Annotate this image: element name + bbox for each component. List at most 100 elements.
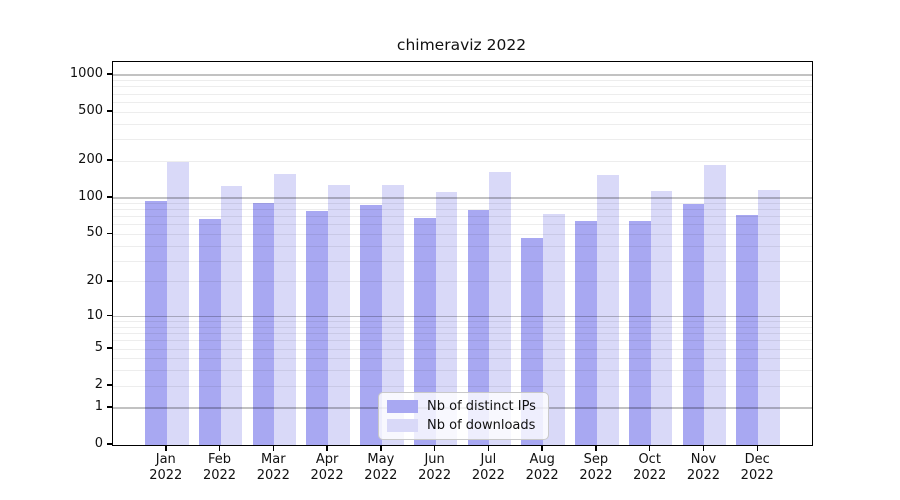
y-tick-mark — [107, 280, 112, 282]
x-tick-mark — [756, 445, 759, 451]
chart-title: chimeraviz 2022 — [396, 36, 527, 54]
x-tick-mark — [380, 445, 382, 451]
bar-distinct-ips-feb — [198, 219, 221, 445]
x-tick-mark — [433, 445, 436, 451]
y-tick-label: 2 — [94, 377, 103, 393]
y-tick-label: 5 — [94, 340, 103, 356]
x-tick-label: Oct 2022 — [633, 452, 667, 483]
plot-area — [112, 61, 813, 446]
x-tick-label: Apr 2022 — [310, 452, 344, 483]
gridline-minor — [113, 101, 812, 103]
gridline-minor — [113, 340, 812, 342]
bar-downloads-feb — [220, 186, 243, 445]
y-tick-label: 500 — [78, 103, 103, 119]
y-tick-label: 1 — [94, 398, 103, 414]
bar-distinct-ips-jul — [467, 209, 490, 445]
x-tick-label: Jan 2022 — [149, 452, 183, 483]
bar-distinct-ips-mar — [252, 202, 275, 445]
x-tick-mark — [165, 445, 167, 451]
y-tick-mark — [107, 196, 112, 198]
gridline-minor — [113, 245, 812, 247]
y-tick-label: 1000 — [69, 66, 103, 82]
x-tick-mark — [648, 445, 651, 451]
legend-label-downloads: Nb of downloads — [427, 418, 536, 433]
y-tick-label: 0 — [94, 436, 103, 451]
bar-downloads-jul — [489, 172, 512, 445]
y-tick-label: 200 — [78, 152, 103, 168]
gridline-minor — [113, 233, 812, 235]
y-tick-label: 10 — [86, 307, 103, 323]
gridline-major — [113, 315, 812, 318]
bar-distinct-ips-jun — [413, 217, 436, 445]
x-tick-mark — [595, 445, 597, 451]
gridline-minor — [113, 326, 812, 328]
bar-downloads-oct — [650, 191, 673, 445]
gridline-minor — [113, 321, 812, 323]
gridline-minor — [113, 202, 812, 204]
gridline-minor — [113, 385, 812, 387]
y-tick-mark — [107, 110, 112, 112]
x-tick-label: Jul 2022 — [471, 452, 505, 483]
legend-swatch-downloads — [387, 419, 418, 432]
bar-distinct-ips-dec — [736, 214, 759, 445]
bar-downloads-sep — [596, 174, 619, 445]
gridline-major — [113, 197, 812, 199]
gridline-minor — [113, 111, 812, 113]
bar-downloads-nov — [704, 165, 727, 445]
x-tick-label: Jun 2022 — [418, 452, 452, 483]
bar-downloads-jun — [435, 192, 458, 445]
gridline-minor — [113, 93, 812, 95]
gridline-minor — [113, 260, 812, 262]
y-tick-mark — [107, 406, 112, 408]
x-tick-label: May 2022 — [364, 452, 398, 483]
gridline-minor — [113, 123, 812, 125]
x-tick-label: Feb 2022 — [202, 452, 237, 483]
legend-row-downloads: Nb of downloads — [387, 418, 548, 433]
x-tick-label: Mar 2022 — [256, 452, 290, 483]
gridline-minor — [113, 80, 812, 82]
y-tick-mark — [107, 314, 112, 317]
x-tick-mark — [487, 445, 490, 451]
y-tick-label: 50 — [86, 225, 103, 241]
x-tick-label: Dec 2022 — [740, 452, 774, 483]
gridline-minor — [113, 358, 812, 360]
bar-distinct-ips-may — [360, 204, 382, 445]
bar-downloads-aug — [543, 213, 565, 445]
y-tick-label: 20 — [86, 272, 103, 288]
bar-distinct-ips-sep — [575, 220, 597, 445]
gridline-minor — [113, 333, 812, 335]
x-tick-mark — [702, 445, 705, 451]
x-tick-mark — [541, 445, 543, 451]
y-tick-mark — [107, 73, 112, 75]
legend: Nb of distinct IPs Nb of downloads — [378, 392, 549, 440]
gridline-minor — [113, 224, 812, 226]
bar-distinct-ips-jan — [144, 200, 167, 445]
x-tick-label: Nov 2022 — [686, 452, 720, 483]
x-tick-label: Aug 2022 — [525, 452, 559, 483]
bar-distinct-ips-apr — [306, 211, 329, 445]
y-tick-mark — [107, 384, 112, 386]
gridline-minor — [113, 348, 812, 350]
x-tick-mark — [218, 445, 221, 451]
legend-row-distinct-ips: Nb of distinct IPs — [387, 399, 548, 414]
y-tick-mark — [107, 232, 112, 235]
x-tick-label: Sep 2022 — [579, 452, 613, 483]
legend-label-distinct-ips: Nb of distinct IPs — [427, 399, 536, 414]
bar-downloads-mar — [274, 173, 297, 445]
y-tick-mark — [107, 159, 112, 161]
gridline-minor — [113, 209, 812, 211]
bar-downloads-jan — [166, 161, 189, 445]
gridline-minor — [113, 216, 812, 218]
bar-distinct-ips-nov — [682, 204, 705, 445]
gridline-minor — [113, 370, 812, 372]
gridline-major — [113, 74, 812, 76]
y-tick-mark — [107, 443, 112, 445]
bar-downloads-may — [381, 185, 404, 445]
bar-distinct-ips-oct — [628, 221, 651, 445]
bar-downloads-apr — [328, 185, 350, 445]
x-tick-mark — [326, 445, 328, 451]
gridline-minor — [113, 138, 812, 140]
x-tick-mark — [272, 445, 275, 451]
y-tick-label: 100 — [78, 188, 103, 204]
